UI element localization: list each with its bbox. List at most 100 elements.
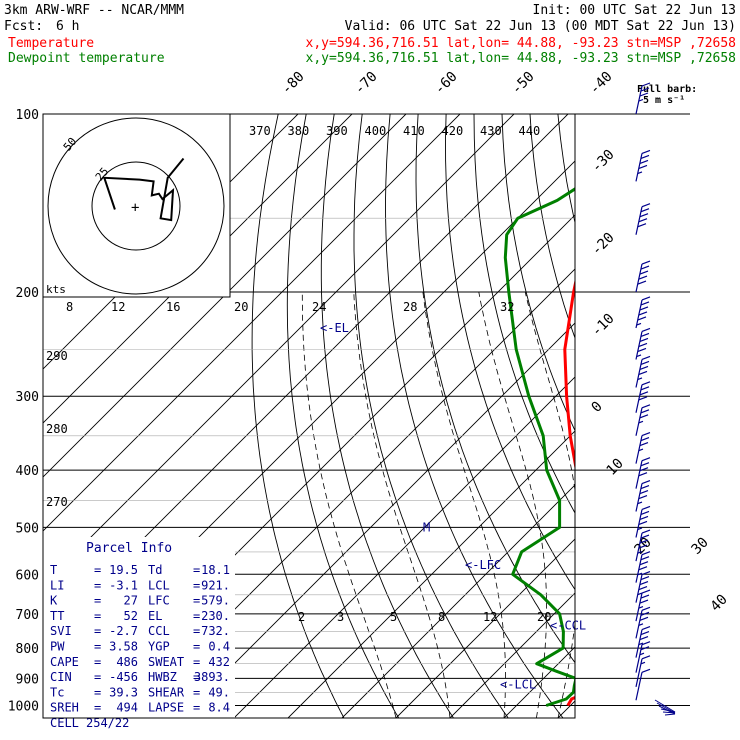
surface-wind-barb xyxy=(654,699,676,713)
parcel-param-name: T xyxy=(50,563,57,577)
mixing-ratio-label: 20 xyxy=(234,300,248,314)
dry-adiabat xyxy=(586,114,740,718)
parcel-equals: = xyxy=(94,624,101,638)
dry-adiabat xyxy=(353,114,509,718)
pressure-tick-label: 300 xyxy=(16,390,39,405)
wind-barbs xyxy=(635,82,676,716)
moist-adiabat xyxy=(301,292,397,718)
wind-barb xyxy=(635,149,651,182)
wind-barb xyxy=(635,571,651,603)
isotherm xyxy=(43,114,461,532)
wind-barb xyxy=(635,203,651,235)
parcel-param-value: -456 xyxy=(109,670,138,684)
mixing-ratio-label-low: 2 xyxy=(298,610,305,624)
forecast-label: Fcst: xyxy=(4,19,43,34)
parcel-equals: = xyxy=(193,670,200,684)
forecast-hour: 6 h xyxy=(56,19,79,34)
parcel-equals: = xyxy=(94,578,101,592)
isotherm xyxy=(341,484,575,718)
isotherm-label: 10 xyxy=(604,456,627,479)
wind-barb xyxy=(635,457,651,489)
parcel-param-name: LCL xyxy=(148,578,170,592)
parcel-param-name: SREH xyxy=(50,701,79,715)
wind-barb xyxy=(635,260,651,293)
dry-adiabat xyxy=(698,114,740,718)
parcel-param-name: CIN xyxy=(50,670,72,684)
mixing-ratio-label: 28 xyxy=(403,300,417,314)
parcel-info-title: Parcel Info xyxy=(86,541,172,556)
moist-adiabat xyxy=(580,292,619,718)
parcel-equals: = xyxy=(94,563,101,577)
dry-adiabat-label: 290 xyxy=(46,349,68,363)
mixing-ratio-label: 16 xyxy=(166,300,180,314)
isotherm-label: 30 xyxy=(689,535,712,558)
theta-label: 410 xyxy=(403,124,425,138)
parcel-equals: = xyxy=(94,655,101,669)
parcel-param-value: 18.1 xyxy=(201,563,230,577)
isotherm-label: -10 xyxy=(589,311,618,340)
isotherm-label: -20 xyxy=(589,230,618,259)
plot-frame xyxy=(42,113,576,719)
isotherm xyxy=(503,646,575,718)
parcel-param-value: 732. xyxy=(201,624,230,638)
hodograph-ring-inner xyxy=(91,161,181,251)
wind-barb xyxy=(635,355,651,388)
hodograph-center-mark: + xyxy=(131,200,139,216)
wind-key-line1: Full barb: xyxy=(637,84,697,95)
level-marker: <-LFC xyxy=(465,558,501,572)
theta-label: 420 xyxy=(442,124,464,138)
dewpoint-legend-label: Dewpoint temperature xyxy=(8,51,165,66)
isotherm xyxy=(395,538,575,718)
parcel-param-value: 3.58 xyxy=(109,640,138,654)
parcel-param-value: 3893. xyxy=(194,670,230,684)
hodograph-ring-outer xyxy=(47,117,225,295)
parcel-equals: = xyxy=(94,670,101,684)
dry-adiabat xyxy=(726,114,740,718)
pressure-tick-label: 500 xyxy=(16,521,39,536)
parcel-param-value: 579. xyxy=(201,594,230,608)
parcel-param-value: -3.1 xyxy=(109,578,138,592)
level-marker: <-CCL xyxy=(550,618,586,632)
parcel-equals: = xyxy=(94,701,101,715)
isotherm-label: -60 xyxy=(432,69,461,98)
parcel-param-name: LFC xyxy=(148,594,170,608)
hodograph-kts-label: kts xyxy=(46,283,66,296)
parcel-param-name: LI xyxy=(50,578,64,592)
parcel-param-name: CAPE xyxy=(50,655,79,669)
theta-label: 400 xyxy=(365,124,387,138)
temperature-profile xyxy=(563,278,575,707)
wind-barb xyxy=(635,668,651,701)
parcel-param-name: YGP xyxy=(148,640,170,654)
mixing-ratio-label-low: 3 xyxy=(337,610,344,624)
moist-adiabat xyxy=(478,291,547,718)
parcel-param-value: 921. xyxy=(201,578,230,592)
pressure-tick-label: 700 xyxy=(16,608,39,623)
parcel-param-value: 52 xyxy=(124,609,138,623)
init-time: Init: 00 UTC Sat 22 Jun 13 xyxy=(533,3,737,18)
parcel-param-value: 49. xyxy=(208,685,230,699)
mixing-ratio-label-low: 20 xyxy=(537,610,551,624)
isotherm-label: -80 xyxy=(279,69,308,98)
isotherm-label: -70 xyxy=(352,69,381,98)
pressure-tick-label: 900 xyxy=(16,672,39,687)
parcel-param-value: 432 xyxy=(208,655,230,669)
parcel-param-name: HWBZ xyxy=(148,670,177,684)
model-title: 3km ARW-WRF -- NCAR/MMM xyxy=(4,3,184,18)
theta-label: 440 xyxy=(519,124,541,138)
parcel-param-value: 486 xyxy=(116,655,138,669)
isotherm xyxy=(179,322,575,718)
surface-wind-barb xyxy=(660,708,676,713)
parcel-param-name: CCL xyxy=(148,624,170,638)
isotherm xyxy=(449,592,575,718)
wind-barb xyxy=(635,432,651,464)
theta-label: 390 xyxy=(326,124,348,138)
parcel-equals: = xyxy=(94,594,101,608)
isotherm xyxy=(43,114,353,424)
parcel-equals: = xyxy=(193,685,200,699)
wind-barb xyxy=(635,296,651,329)
wind-barb xyxy=(635,381,651,413)
dry-adiabat xyxy=(286,114,400,718)
wind-barb xyxy=(635,641,651,673)
theta-label: 380 xyxy=(288,124,310,138)
